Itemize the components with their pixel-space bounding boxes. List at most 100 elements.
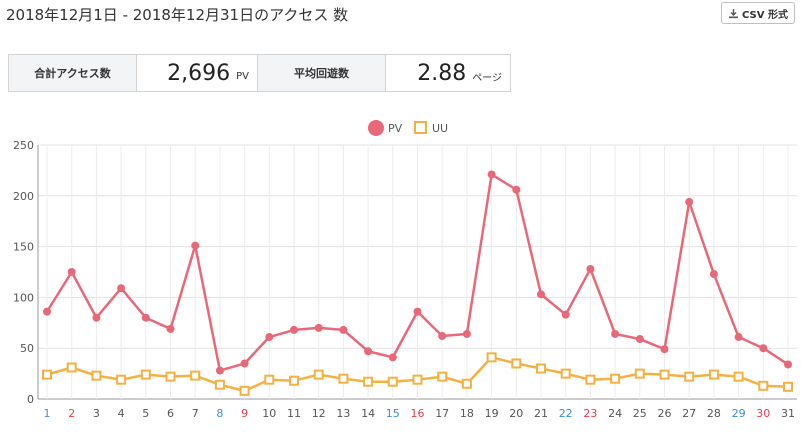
pv-point [290,325,298,334]
avg-pageviews-value: 2.88 ページ [386,55,510,91]
pv-point [611,329,620,338]
uu-point [610,373,621,384]
avg-pageviews-label: 平均回遊数 [258,55,386,91]
x-tick-label: 18 [460,407,474,420]
uu-point [659,369,670,380]
uu-point [165,371,176,382]
x-tick-label: 28 [707,407,721,420]
uu-point [708,369,719,380]
uu-point [536,363,546,374]
uu-point [758,380,769,391]
stats-panel: 合計アクセス数 2,696 PV 平均回遊数 2.88 ページ [8,54,511,92]
uu-point [437,371,448,382]
uu-point [190,370,201,381]
pv-point [462,329,471,338]
pv-point [339,325,348,334]
y-tick-label: 200 [13,190,34,203]
csv-export-label: CSV 形式 [742,9,788,21]
uu-point [313,369,324,380]
x-tick-label: 17 [435,407,449,420]
x-tick-label: 25 [633,407,647,420]
uu-point [733,371,744,382]
x-tick-label: 1 [44,407,51,420]
pv-point [117,284,126,293]
uu-point [511,358,522,369]
pv-point [709,270,718,279]
series-pv [43,170,792,375]
legend-uu-marker [414,121,427,134]
page-title: 2018年12月1日 - 2018年12月31日のアクセス 数 [6,6,349,24]
pv-point [537,290,545,299]
pv-point [438,332,447,341]
uu-point [42,369,52,380]
pv-point [759,344,768,353]
pv-point [388,353,397,362]
x-tick-label: 31 [781,407,795,420]
avg-pageviews-unit: ページ [472,72,502,84]
uu-point [412,374,423,385]
pv-point [487,170,496,179]
y-axis: 0 50 100 150 200 250 [13,139,34,406]
legend-uu-label: UU [432,122,448,135]
y-tick-label: 0 [27,393,34,406]
pv-point [166,324,175,333]
pv-point [364,347,373,356]
x-tick-label: 7 [192,407,199,420]
chart-legend: PV UU [368,120,448,136]
uu-point [363,376,374,387]
download-icon [728,8,739,19]
x-tick-label: 20 [509,407,523,420]
legend-pv-marker [368,120,384,136]
x-tick-label: 10 [262,407,276,420]
x-tick-label: 8 [216,407,223,420]
uu-point [140,369,151,380]
pv-point [265,333,274,342]
pv-point [561,310,570,319]
series-uu [42,352,793,396]
pv-point [92,313,101,322]
total-access-value: 2,696 PV [137,55,258,91]
x-tick-label: 6 [167,407,174,420]
chart-grid [37,144,797,400]
total-access-label: 合計アクセス数 [9,55,137,91]
total-access-number: 2,696 [167,60,231,86]
x-tick-label: 19 [485,407,499,420]
x-tick-label: 29 [732,407,746,420]
uu-point [634,368,645,379]
pv-point [43,307,51,316]
uu-point [783,381,793,392]
pv-point [314,323,323,332]
csv-export-button[interactable]: CSV 形式 [721,2,795,24]
chart-series [42,170,793,396]
x-tick-label: 5 [142,407,149,420]
pv-point [413,307,422,316]
x-tick-label: 15 [386,407,400,420]
x-tick-label: 21 [534,407,548,420]
uu-point [585,374,596,385]
uu-point [214,379,225,390]
y-tick-label: 150 [13,241,34,254]
uu-point [461,378,472,389]
x-axis: 1 2 3 4 5 6 7 8 9 10 11 12 13 14 15 16 17 18 19 20 21 22 23 24 2… [44,407,796,420]
pv-point [734,333,743,342]
pv-point [685,197,694,206]
pv-point [586,264,595,273]
x-tick-label: 16 [411,407,425,420]
pv-point [191,241,200,250]
x-tick-label: 23 [583,407,597,420]
uu-point [684,371,695,382]
uu-point [91,370,102,381]
pv-point [635,335,644,344]
uu-point [387,376,398,387]
y-tick-label: 250 [13,139,34,152]
x-tick-label: 22 [559,407,573,420]
pv-point [512,185,521,194]
uu-point [486,352,497,363]
uu-point [239,385,250,396]
uu-point [289,375,299,386]
x-tick-label: 4 [118,407,125,420]
uu-point [116,374,127,385]
x-tick-label: 2 [68,407,75,420]
pv-point [141,313,150,322]
